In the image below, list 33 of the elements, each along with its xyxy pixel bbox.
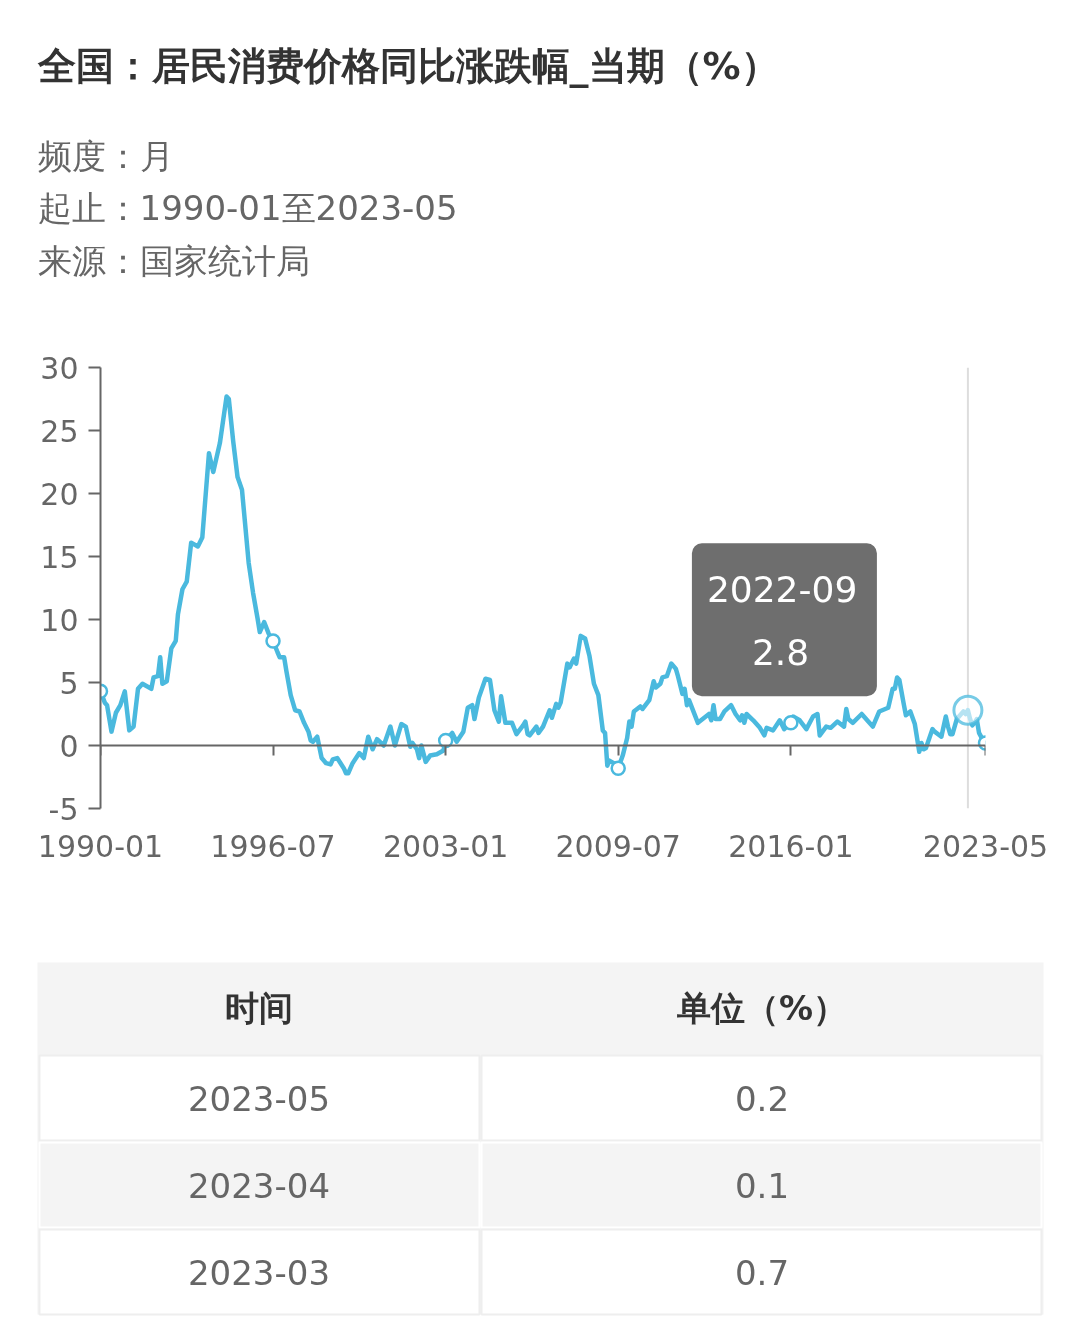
y-tick-label: 5: [59, 665, 79, 701]
annotation: 2.8: [751, 632, 810, 674]
y-tick-label: 10: [40, 602, 79, 638]
x-tick-label: 2009-07: [555, 828, 681, 864]
text: 时间: [225, 988, 293, 1028]
text: 单位（%）: [675, 988, 848, 1028]
point: [783, 715, 799, 731]
x-tick-label: 2023-05: [922, 828, 1049, 864]
y-tick-label: 30: [40, 350, 79, 386]
text: 2023-03: [187, 1252, 331, 1293]
text: 起止：1990-01至2023-05: [37, 188, 458, 228]
text: 2023-04: [187, 1165, 331, 1206]
text: 0.1: [734, 1165, 790, 1206]
x-tick-label: 1996-07: [210, 828, 336, 864]
x-tick-label: 2016-01: [728, 828, 854, 864]
y-tick-label: 0: [59, 728, 79, 764]
y-tick-label: 20: [40, 476, 79, 512]
point: [952, 694, 984, 726]
annotation: 2022-09: [706, 569, 858, 611]
line-series: [100, 394, 986, 776]
y-tick-label: 25: [40, 413, 79, 449]
text: 2023-05: [187, 1078, 331, 1119]
source-note: 来源：国家统计局: [37, 240, 310, 281]
chart-title: 全国：居民消费价格同比涨跌幅_当期（%）: [36, 43, 779, 88]
x-tick-label: 2003-01: [383, 828, 509, 864]
y-tick-label: -5: [48, 791, 79, 827]
point: [265, 633, 281, 649]
y-tick-label: 15: [40, 539, 79, 575]
text: 0.2: [734, 1078, 790, 1119]
text: 0.7: [734, 1252, 790, 1293]
x-tick-label: 1990-01: [37, 828, 164, 864]
point: [610, 760, 626, 776]
chart-subtitle: 频度：月: [37, 135, 174, 176]
